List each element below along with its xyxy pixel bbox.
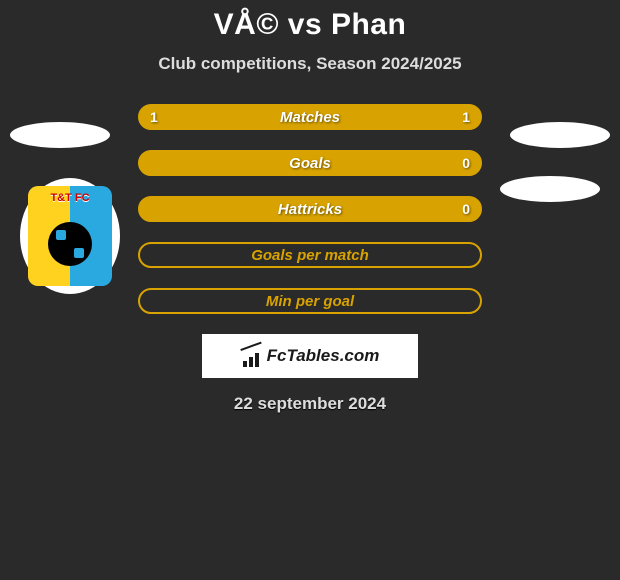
comparison-card: VÅ© vs Phan Club competitions, Season 20… <box>0 0 620 580</box>
bar-chart-icon <box>241 345 263 367</box>
stat-label: Min per goal <box>140 293 480 310</box>
page-subtitle: Club competitions, Season 2024/2025 <box>0 54 620 74</box>
stat-row-matches: 1 Matches 1 <box>138 104 482 130</box>
stat-label: Goals per match <box>140 247 480 264</box>
placeholder-ellipse-right-1 <box>510 122 610 148</box>
date-text: 22 september 2024 <box>0 394 620 414</box>
club-badge-inner: T&T FC <box>28 186 112 286</box>
stat-right-value: 0 <box>462 198 470 220</box>
stat-right-value: 0 <box>462 152 470 174</box>
stat-label: Matches <box>140 109 480 126</box>
club-badge: T&T FC <box>20 178 120 294</box>
soccer-ball-icon <box>48 222 92 266</box>
stat-right-value: 1 <box>462 106 470 128</box>
stat-row-min-per-goal: Min per goal <box>138 288 482 314</box>
source-logo-text: FcTables.com <box>267 346 380 366</box>
stat-label: Hattricks <box>140 201 480 218</box>
stat-row-hattricks: Hattricks 0 <box>138 196 482 222</box>
club-badge-text: T&T FC <box>28 192 112 204</box>
placeholder-ellipse-right-2 <box>500 176 600 202</box>
source-logo-box: FcTables.com <box>202 334 418 378</box>
stat-row-goals: Goals 0 <box>138 150 482 176</box>
placeholder-ellipse-left-1 <box>10 122 110 148</box>
stat-label: Goals <box>140 155 480 172</box>
stat-row-goals-per-match: Goals per match <box>138 242 482 268</box>
stat-left-value: 1 <box>150 106 158 128</box>
page-title: VÅ© vs Phan <box>0 0 620 42</box>
